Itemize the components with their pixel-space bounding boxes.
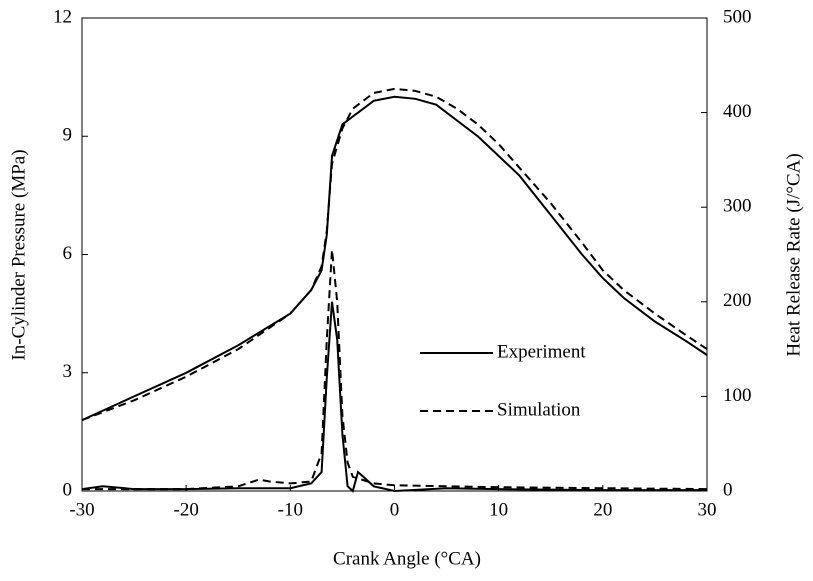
y2-tick-label: 400 — [723, 101, 752, 122]
x-tick-label: 0 — [390, 499, 400, 520]
series-line — [81, 301, 707, 493]
series-line — [82, 249, 708, 491]
y-tick-label: 6 — [63, 243, 73, 264]
x-tick-label: -10 — [278, 499, 303, 520]
y-tick-label: 9 — [63, 125, 73, 146]
y-axis-label: In-Cylinder Pressure (MPa) — [8, 149, 29, 360]
x-tick-label: -30 — [69, 499, 94, 520]
y2-axis-label: Heat Release Rate (J/°CA) — [783, 153, 804, 356]
x-tick-label: 20 — [593, 499, 612, 520]
legend-label: Experiment — [497, 341, 586, 362]
y2-tick-label: 500 — [723, 6, 752, 27]
y-tick-label: 12 — [53, 6, 72, 27]
series-line — [81, 95, 708, 422]
y-tick-label: 0 — [63, 479, 73, 500]
x-tick-label: 10 — [489, 499, 508, 520]
y2-tick-label: 0 — [723, 479, 733, 500]
legend-label: Simulation — [497, 399, 581, 420]
y2-tick-label: 200 — [723, 290, 752, 311]
x-axis-label: Crank Angle (°CA) — [333, 548, 481, 569]
y-tick-label: 3 — [63, 361, 73, 382]
series-line — [81, 87, 708, 422]
x-tick-label: 30 — [698, 499, 717, 520]
y2-tick-label: 100 — [723, 385, 752, 406]
x-tick-label: -20 — [174, 499, 199, 520]
y2-tick-label: 300 — [723, 196, 752, 217]
